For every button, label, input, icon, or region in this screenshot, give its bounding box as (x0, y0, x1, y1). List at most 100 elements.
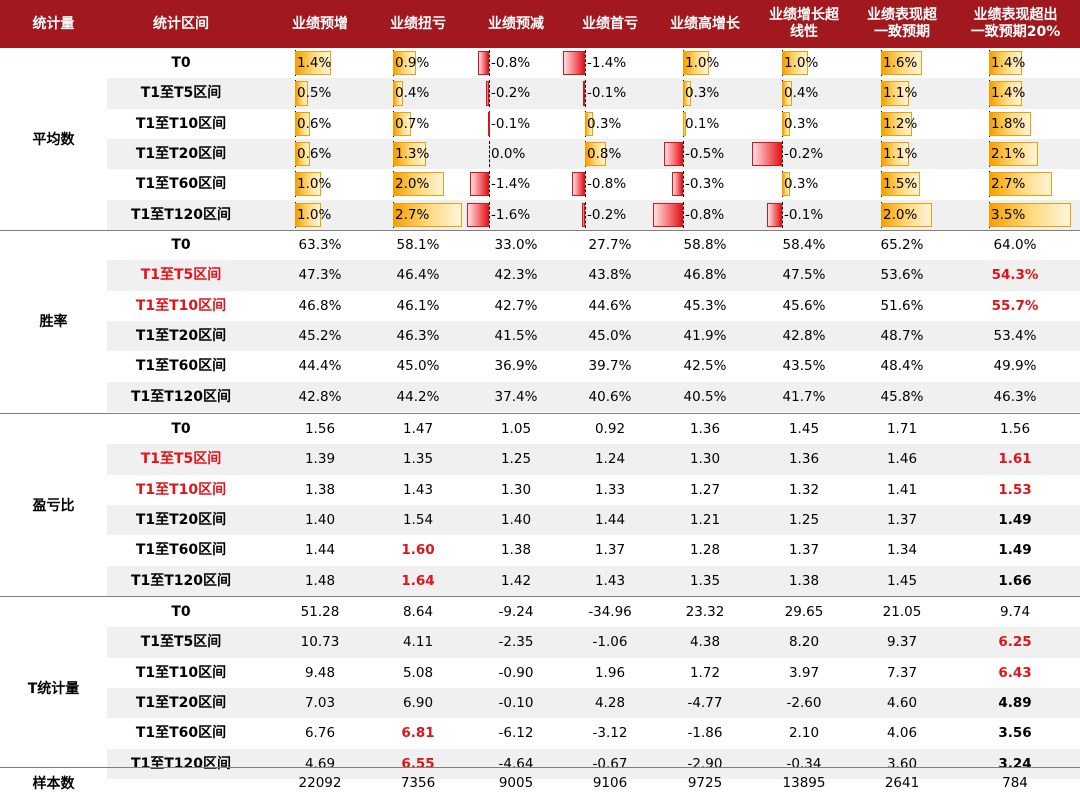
positive-bar (295, 202, 321, 227)
bar-value-label: 0.3% (784, 115, 819, 132)
bar-value-label: -1.4% (491, 176, 531, 193)
bar-value-label: 0.1% (685, 115, 720, 132)
zero-axis (683, 201, 684, 228)
value-cell: 1.44 (594, 511, 626, 528)
value-cell: 1.40 (304, 511, 336, 528)
bar-cell: 0.6% (295, 109, 385, 139)
header-category: 业绩预增 (292, 15, 348, 32)
bar-cell: 1.2% (881, 109, 971, 139)
value-cell: 1.36 (689, 421, 721, 437)
value-cell: 1.25 (788, 511, 820, 528)
positive-bar (295, 172, 321, 197)
bar-value-label: 2.7% (991, 176, 1026, 193)
positive-bar (683, 81, 691, 106)
bar-cell: 1.4% (295, 48, 385, 78)
value-cell: 1.56 (304, 421, 336, 437)
negative-bar (752, 141, 782, 167)
bar-value-label: 1.0% (784, 55, 819, 72)
value-cell: 53.4% (993, 327, 1037, 344)
value-cell: 42.3% (494, 267, 538, 284)
row-label: T1至T120区间 (130, 572, 232, 589)
value-cell: 4.28 (594, 694, 626, 711)
bar-value-label: 1.2% (883, 115, 918, 132)
negative-bar (671, 172, 683, 197)
bar-value-label: 0.3% (784, 176, 819, 193)
row-label: T1至T60区间 (135, 542, 227, 559)
positive-bar (683, 111, 686, 136)
value-cell: 45.0% (396, 358, 440, 375)
value-cell: 1.37 (788, 542, 820, 559)
bar-cell: -0.8% (572, 169, 675, 199)
bar-value-label: -0.8% (491, 55, 531, 72)
value-cell: 51.6% (880, 297, 924, 314)
value-cell: 42.7% (494, 297, 538, 314)
bar-cell: 0.1% (683, 109, 773, 139)
positive-bar (989, 51, 1022, 76)
row-label: T1至T60区间 (135, 176, 227, 193)
value-cell: 37.4% (494, 388, 538, 405)
bar-cell: 2.1% (989, 139, 1071, 169)
bar-cell: 0.0% (489, 139, 579, 169)
bar-value-label: 0.0% (491, 146, 526, 163)
row-label: T1至T120区间 (130, 755, 232, 772)
value-cell: -2.60 (786, 694, 822, 711)
value-cell: 1.43 (402, 481, 434, 498)
group-label: 盈亏比 (32, 497, 75, 514)
bar-cell: -1.4% (469, 169, 579, 199)
group-label: 胜率 (39, 313, 68, 330)
value-cell: 0.92 (594, 421, 626, 437)
positive-bar (989, 202, 1071, 227)
value-cell: 1.53 (998, 481, 1032, 498)
bar-cell: -1.4% (563, 48, 675, 78)
value-cell: 53.6% (880, 267, 924, 284)
value-cell: 1.33 (594, 481, 626, 498)
value-cell: 46.8% (683, 267, 727, 284)
bar-cell: 2.0% (881, 200, 971, 230)
bar-cell: 1.4% (989, 78, 1071, 108)
value-cell: 1.42 (500, 572, 532, 589)
zero-axis (585, 171, 586, 198)
value-cell: 1.43 (594, 572, 626, 589)
value-cell: 1.05 (500, 421, 532, 437)
group-label: 平均数 (32, 131, 75, 148)
value-cell: 46.8% (298, 297, 342, 314)
value-cell: 41.7% (782, 388, 826, 405)
sample-count: 22092 (298, 775, 342, 791)
bar-value-label: 0.3% (587, 115, 622, 132)
value-cell: -9.24 (498, 604, 534, 620)
value-cell: 1.39 (304, 451, 336, 468)
value-cell: 27.7% (588, 237, 632, 253)
bar-value-label: 2.0% (395, 176, 430, 193)
bar-value-label: -0.2% (784, 146, 824, 163)
value-cell: 1.48 (304, 572, 336, 589)
bar-cell: 0.7% (393, 109, 483, 139)
row-shade (107, 687, 1080, 719)
bar-cell: 2.7% (393, 200, 483, 230)
value-cell: 1.27 (689, 481, 721, 498)
value-cell: 23.32 (685, 604, 725, 620)
row-label: T1至T10区间 (135, 664, 227, 681)
row-shade (107, 320, 1080, 352)
bar-value-label: 0.5% (297, 85, 332, 102)
value-cell: 1.66 (998, 572, 1032, 589)
bar-value-label: 1.3% (395, 146, 430, 163)
sample-count: 784 (1002, 775, 1028, 791)
value-cell: 58.1% (396, 237, 440, 253)
value-cell: 1.45 (788, 421, 820, 437)
value-cell: 42.5% (683, 358, 727, 375)
positive-bar (393, 172, 445, 197)
value-cell: 1.44 (304, 542, 336, 559)
bar-cell: 1.5% (881, 169, 971, 199)
value-cell: 64.0% (993, 237, 1037, 253)
positive-bar (393, 111, 411, 136)
value-cell: 5.08 (402, 664, 434, 681)
bar-cell: 0.3% (585, 109, 675, 139)
row-label: T1至T10区间 (135, 115, 227, 132)
bar-cell: -0.2% (486, 78, 579, 108)
bar-value-label: 2.0% (883, 206, 918, 223)
value-cell: 44.4% (298, 358, 342, 375)
header-stat: 统计量 (32, 15, 75, 32)
value-cell: 21.05 (882, 604, 922, 620)
bar-value-label: 2.1% (991, 146, 1026, 163)
positive-bar (295, 81, 308, 106)
